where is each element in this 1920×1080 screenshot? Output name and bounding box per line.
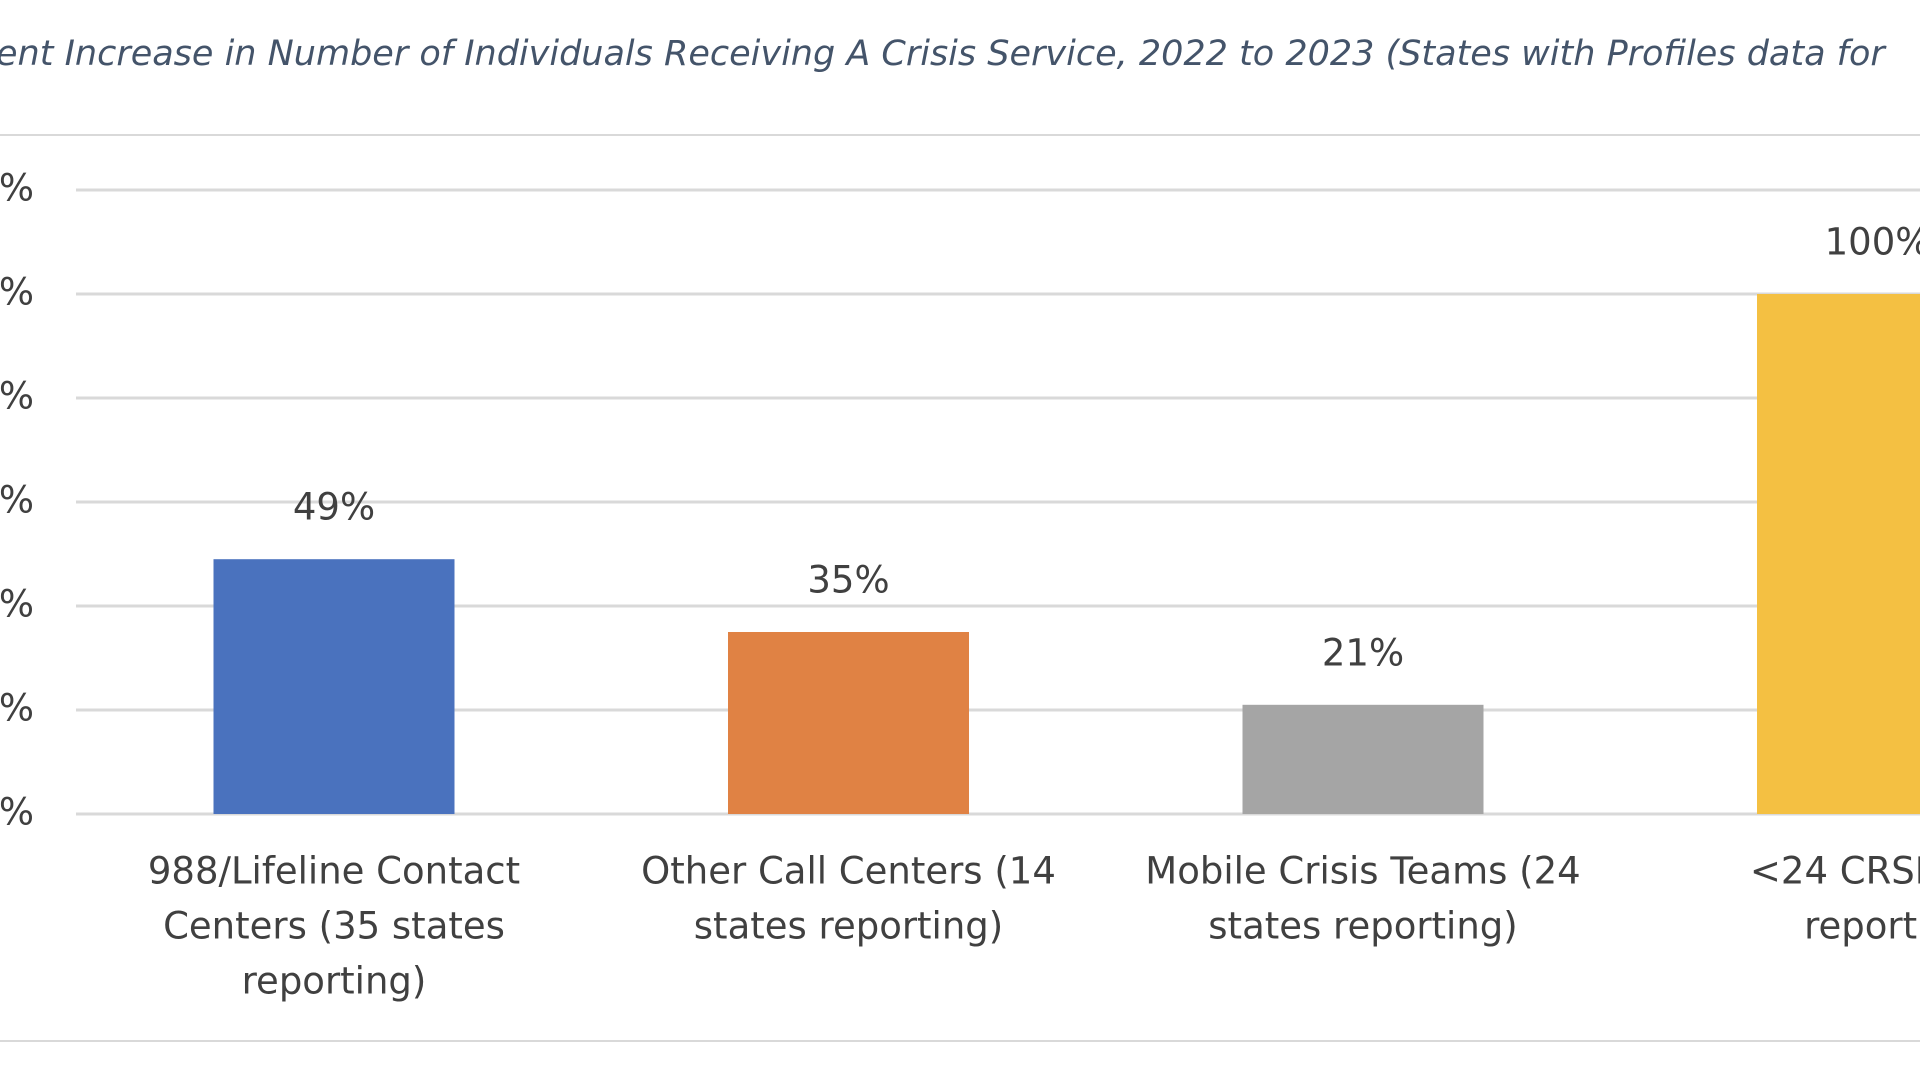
- chart-title: ent Increase in Number of Individuals Re…: [0, 34, 1887, 74]
- x-tick-label: 988/Lifeline Contact: [148, 850, 520, 893]
- x-tick-label: <24 CRSFs (2: [1750, 850, 1920, 893]
- bar: [1242, 704, 1484, 814]
- y-tick-label: 100%: [0, 271, 34, 314]
- bar: [728, 632, 969, 814]
- x-tick-label: Other Call Centers (14: [641, 850, 1056, 893]
- x-tick-label: Mobile Crisis Teams (24: [1145, 850, 1580, 893]
- x-tick-label: reporting): [242, 960, 427, 1003]
- x-tick-label: states reporting): [694, 905, 1003, 948]
- y-tick-label: 20%: [0, 687, 34, 730]
- y-tick-label: 0%: [0, 791, 34, 834]
- bar: [1757, 294, 1920, 814]
- value-label: 100%: [1825, 221, 1920, 264]
- x-tick-label: reportin: [1804, 905, 1920, 948]
- x-tick-label: states reporting): [1208, 905, 1517, 948]
- y-tick-label: 60%: [0, 479, 34, 522]
- x-tick-label: Centers (35 states: [163, 905, 505, 948]
- y-tick-label: 40%: [0, 583, 34, 626]
- y-tick-label: 120%: [0, 167, 34, 210]
- value-label: 49%: [293, 486, 375, 529]
- bar: [213, 559, 455, 814]
- value-label: 21%: [1322, 631, 1404, 674]
- y-tick-label: 80%: [0, 375, 34, 418]
- value-label: 35%: [807, 559, 889, 602]
